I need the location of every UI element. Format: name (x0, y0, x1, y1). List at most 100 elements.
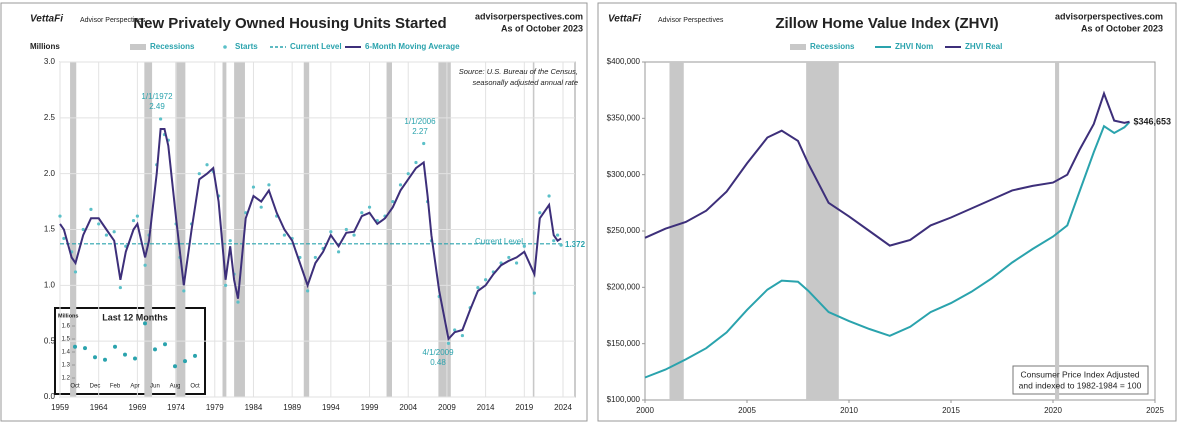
data-point (398, 183, 403, 187)
data-point (446, 341, 451, 345)
x-tick-label: Apr (130, 384, 139, 390)
data-point (453, 328, 457, 332)
data-point (367, 205, 372, 209)
y-axis-label: Millions (30, 42, 60, 51)
data-point (131, 218, 136, 223)
data-point (547, 194, 551, 198)
annotation-value: 2.27 (412, 127, 428, 136)
data-point (73, 270, 78, 274)
chart-layer: 0.0 0.5 1.0 1.5 2.0 2.5 3.0 1959 1964 1969 1974 197… (30, 11, 1171, 415)
brand-sub: Advisor Perspectives (658, 17, 724, 24)
data-point (81, 227, 85, 232)
brand-sub: Advisor Perspectives (80, 17, 146, 24)
data-point (163, 342, 167, 347)
x-tick-label: Dec (90, 384, 101, 390)
x-tick-label: 2004 (399, 403, 417, 412)
data-point (236, 300, 240, 304)
data-point (422, 141, 426, 146)
y-tick-label: 1.5 (62, 337, 71, 343)
recession-band (1055, 62, 1060, 400)
data-point (83, 346, 87, 351)
data-point (118, 285, 122, 290)
chart-title: New Privately Owned Housing Units Starte… (133, 15, 446, 32)
x-tick-label: 2009 (438, 403, 456, 412)
data-point (228, 239, 232, 243)
legend-label: ZHVI Real (965, 42, 1002, 51)
data-point (103, 357, 107, 362)
legend-label: Current Level (290, 42, 342, 51)
legend-swatch (790, 44, 806, 50)
as-of: As of October 2023 (1081, 23, 1163, 33)
y-tick-label: $350,000 (607, 113, 641, 122)
data-point (336, 250, 341, 254)
data-point (93, 355, 97, 360)
data-point (391, 199, 395, 204)
data-point (514, 261, 519, 265)
data-point (135, 214, 139, 218)
data-point (112, 230, 116, 234)
end-label: $346,653 (1134, 116, 1172, 126)
x-tick-label: 1969 (128, 403, 146, 412)
x-tick-label: 2025 (1146, 406, 1164, 415)
series-line (644, 121, 1131, 379)
site: advisorperspectives.com (475, 11, 583, 21)
site: advisorperspectives.com (1055, 11, 1163, 21)
data-point (282, 233, 287, 237)
data-point (182, 289, 186, 293)
note: seasonally adjusted annual rate (473, 78, 579, 87)
data-point (205, 163, 209, 167)
y-tick-label: 1.4 (62, 350, 71, 356)
x-tick-label: Jun (150, 384, 160, 390)
x-tick-label: 1959 (51, 403, 69, 412)
right-panel (597, 2, 1177, 422)
data-point (104, 233, 109, 237)
x-tick-label: 1989 (283, 403, 301, 412)
x-tick-label: Aug (170, 384, 181, 390)
y-tick-label: 1.5 (44, 225, 56, 234)
current-level-label: Current Level (475, 237, 523, 246)
chart-title: Zillow Home Value Index (ZHVI) (775, 15, 998, 32)
current-level-value: 1.372 (565, 240, 586, 249)
series-line (644, 90, 1130, 247)
brand: VettaFi (608, 14, 641, 25)
data-point (143, 263, 147, 267)
data-point (224, 283, 228, 287)
legend-label: ZHVI Nom (895, 42, 933, 51)
note-box (1012, 365, 1149, 395)
x-tick-label: 2020 (1044, 406, 1062, 415)
note: Source: U.S. Bureau of the Census, (459, 67, 578, 76)
data-point (552, 239, 556, 243)
data-point (460, 333, 464, 338)
data-point (267, 183, 271, 187)
data-point (414, 160, 418, 165)
x-tick-label: 2005 (738, 406, 756, 415)
x-tick-label: 1964 (90, 403, 108, 412)
data-point (329, 230, 333, 234)
x-tick-label: 2014 (477, 403, 495, 412)
y-tick-label: 0.0 (44, 392, 56, 401)
legend-swatch (223, 45, 227, 49)
x-tick-label: Oct (70, 384, 80, 390)
data-point (306, 289, 310, 293)
data-point (555, 233, 560, 237)
y-tick-label: 2.5 (44, 113, 56, 122)
data-point (58, 214, 62, 218)
data-point (159, 117, 163, 121)
x-tick-label: 1974 (167, 403, 185, 412)
data-point (133, 356, 137, 361)
inset-title: Last 12 Months (102, 312, 168, 322)
annotation-date: 1/1/2006 (404, 117, 436, 126)
x-tick-label: 2019 (515, 403, 533, 412)
x-tick-label: 2024 (554, 403, 572, 412)
annotation-date: 4/1/2009 (422, 348, 454, 357)
data-point (193, 353, 197, 358)
y-axis-label: Millions (58, 313, 78, 319)
legend-label: Starts (235, 42, 258, 51)
data-point (197, 172, 201, 176)
data-point (344, 227, 348, 232)
data-point (113, 344, 117, 349)
data-point (89, 207, 93, 211)
data-point (62, 236, 66, 241)
recession-band (669, 62, 684, 400)
data-point (507, 255, 511, 260)
